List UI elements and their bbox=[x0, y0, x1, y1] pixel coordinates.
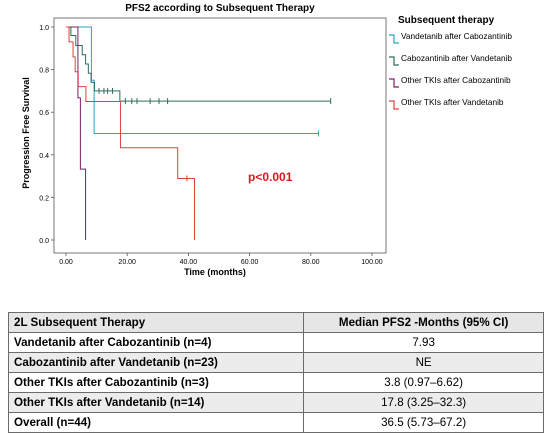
y-tick-label: 0.8 bbox=[39, 68, 49, 75]
table-cell-median: 7.93 bbox=[303, 332, 544, 353]
x-axis-label: Time (months) bbox=[184, 267, 246, 277]
table-cell-therapy: Overall (n=44) bbox=[7, 412, 305, 433]
series-line-4 bbox=[66, 26, 196, 240]
legend-item: Other TKIs after Cabozantinib bbox=[388, 75, 548, 97]
y-tick-label: 0.2 bbox=[39, 195, 49, 202]
x-tick-label: 80.00 bbox=[302, 259, 320, 266]
plot-frame bbox=[53, 17, 387, 254]
chart-title: PFS2 according to Subsequent Therapy bbox=[125, 3, 315, 14]
x-tick-label: 0.00 bbox=[59, 259, 73, 266]
legend-label: Cabozantinib after Vandetanib bbox=[401, 53, 513, 63]
table-header-median: Median PFS2 -Months (95% CI) bbox=[303, 312, 544, 333]
table-row: Overall (n=44) 36.5 (5.73–67.2) bbox=[7, 412, 544, 433]
x-tick-label: 60.00 bbox=[241, 259, 259, 266]
table-row: Other TKIs after Cabozantinib (n=3) 3.8 … bbox=[7, 372, 544, 393]
table-cell-therapy: Other TKIs after Cabozantinib (n=3) bbox=[7, 372, 305, 393]
legend-swatch bbox=[389, 100, 399, 110]
legend-swatch bbox=[389, 56, 399, 66]
table-cell-median: 3.8 (0.97–6.62) bbox=[303, 372, 544, 393]
table-row: Other TKIs after Vandetanib (n=14) 17.8 … bbox=[7, 392, 544, 413]
km-figure: PFS2 according to Subsequent Therapy 0.0… bbox=[21, 3, 548, 277]
legend-label: Other TKIs after Vandetanib bbox=[401, 97, 504, 107]
y-tick-label: 0.4 bbox=[39, 153, 49, 160]
table-cell-median: 36.5 (5.73–67.2) bbox=[303, 412, 544, 433]
km-plot: 0.0 0.2 0.4 0.6 0.8 1.0 0.00 20.00 40.00 60.00 80.… bbox=[39, 17, 387, 266]
table-row: Cabozantinib after Vandetanib (n=23) NE bbox=[7, 352, 544, 373]
table-header-therapy: 2L Subsequent Therapy bbox=[7, 312, 305, 333]
table-cell-median: 17.8 (3.25–32.3) bbox=[303, 392, 544, 413]
y-tick-label: 0.0 bbox=[39, 238, 49, 245]
table-row: Vandetanib after Cabozantinib (n=4) 7.93 bbox=[7, 332, 544, 353]
series-line-2 bbox=[66, 26, 331, 102]
table-cell-therapy: Vandetanib after Cabozantinib (n=4) bbox=[7, 332, 305, 353]
p-value-annotation: p<0.001 bbox=[248, 170, 293, 184]
x-tick-label: 40.00 bbox=[180, 259, 198, 266]
table-cell-therapy: Other TKIs after Vandetanib (n=14) bbox=[7, 392, 305, 413]
legend-swatch bbox=[389, 34, 399, 44]
median-pfs2-table: 2L Subsequent Therapy Median PFS2 -Month… bbox=[7, 312, 544, 433]
legend-label: Other TKIs after Cabozantinib bbox=[401, 75, 511, 85]
legend: Vandetanib after Cabozantinib Cabozantini… bbox=[388, 31, 548, 119]
series-line-3 bbox=[66, 26, 87, 240]
legend-item: Cabozantinib after Vandetanib bbox=[388, 53, 548, 75]
legend-item: Vandetanib after Cabozantinib bbox=[388, 31, 548, 53]
x-tick-label: 100.00 bbox=[361, 259, 383, 266]
series-line-1 bbox=[66, 26, 319, 134]
x-tick-label: 20.00 bbox=[118, 259, 136, 266]
table-cell-therapy: Cabozantinib after Vandetanib (n=23) bbox=[7, 352, 305, 373]
table-cell-median: NE bbox=[303, 352, 544, 373]
legend-item: Other TKIs after Vandetanib bbox=[388, 97, 548, 119]
y-tick-label: 0.6 bbox=[39, 110, 49, 117]
y-tick-label: 1.0 bbox=[39, 25, 49, 32]
legend-swatch bbox=[389, 78, 399, 88]
legend-label: Vandetanib after Cabozantinib bbox=[401, 31, 513, 41]
legend-title: Subsequent therapy bbox=[398, 15, 495, 26]
y-axis-label: Progression Free Survival bbox=[21, 77, 31, 189]
table-header-row: 2L Subsequent Therapy Median PFS2 -Month… bbox=[7, 312, 544, 333]
